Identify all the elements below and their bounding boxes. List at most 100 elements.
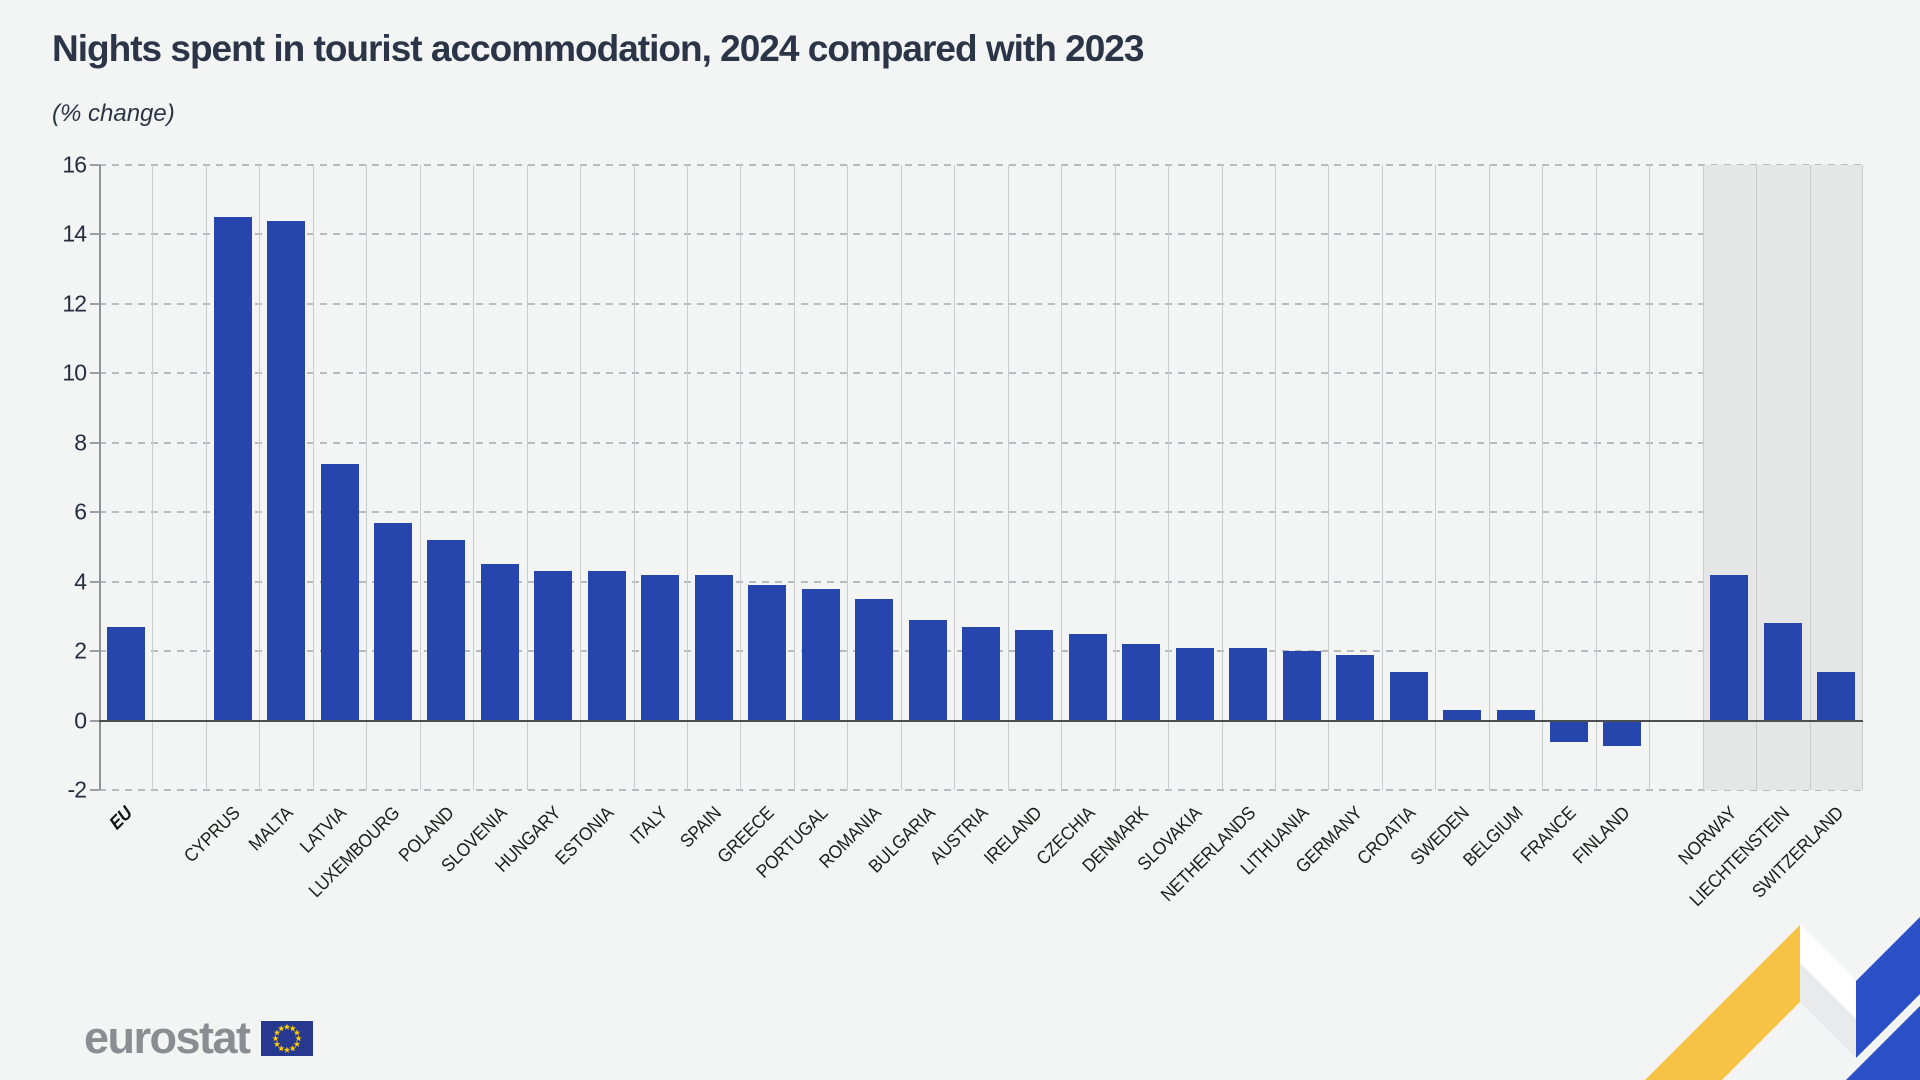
gridline-x <box>312 165 314 790</box>
eu-flag-star <box>277 1044 285 1051</box>
y-tick-label: 4 <box>74 568 87 595</box>
eu-flag-star <box>277 1024 285 1031</box>
x-label-malta: MALTA <box>244 802 297 855</box>
gridline-y-14 <box>99 233 1863 236</box>
gridline-y-12 <box>99 302 1863 305</box>
y-tick-label: 6 <box>74 498 87 525</box>
gridline-y-8 <box>99 441 1863 444</box>
y-tick-mark <box>90 441 99 444</box>
eurostat-logo-text: eurostat <box>84 1012 251 1063</box>
bar-netherlands <box>1229 647 1268 721</box>
gridline-x <box>259 165 261 790</box>
gridline-y-10 <box>99 372 1863 375</box>
gridline-x <box>900 165 902 790</box>
x-label-austria: AUSTRIA <box>925 802 992 869</box>
bar-sweden <box>1443 710 1482 721</box>
gridline-x <box>1114 165 1116 790</box>
y-tick-mark <box>90 580 99 583</box>
y-axis-line <box>99 165 101 790</box>
bar-eu <box>106 626 145 721</box>
gridline-y-6 <box>99 511 1863 514</box>
gridline-x <box>1862 165 1863 790</box>
bar-france <box>1550 721 1588 743</box>
gridline-x <box>1435 165 1437 790</box>
bar-spain <box>694 574 733 721</box>
eu-flag-star <box>293 1040 300 1047</box>
bar-austria <box>962 626 1000 721</box>
gridline-y--2 <box>99 789 1863 791</box>
eu-flag-star <box>289 1044 296 1051</box>
bar-slovakia <box>1175 647 1214 721</box>
bar-luxembourg <box>374 522 412 721</box>
bar-liechtenstein <box>1763 623 1802 721</box>
eu-flag-star <box>271 1034 279 1041</box>
x-label-eu: EU <box>105 802 137 834</box>
gridline-x <box>1168 165 1170 790</box>
eu-flag-star <box>283 1046 290 1053</box>
x-label-spain: SPAIN <box>675 802 725 852</box>
gridline-x <box>1007 165 1009 790</box>
bar-malta <box>267 220 306 721</box>
eu-flag-icon <box>260 1020 313 1056</box>
bar-cyprus <box>213 217 252 721</box>
bar-hungary <box>534 571 573 721</box>
bar-poland <box>427 540 466 721</box>
eu-flag-star <box>283 1023 290 1030</box>
y-tick-label: 2 <box>74 637 87 664</box>
x-label-france: FRANCE <box>1516 802 1580 866</box>
bar-switzerland <box>1817 671 1856 721</box>
y-tick-mark <box>90 511 99 514</box>
x-label-italy: ITALY <box>625 802 672 848</box>
eu-flag-star <box>294 1034 302 1041</box>
gridline-x <box>580 165 582 790</box>
y-tick-mark <box>90 302 99 305</box>
gridline-x <box>1061 165 1063 790</box>
gridline-x <box>366 165 368 790</box>
y-tick-mark <box>90 233 99 236</box>
eu-flag-star <box>273 1028 280 1035</box>
gridline-x <box>526 165 528 790</box>
gridline-x <box>1756 165 1758 790</box>
bar-czechia <box>1068 633 1107 721</box>
bar-finland <box>1603 721 1642 746</box>
y-tick-mark <box>90 372 99 375</box>
x-label-cyprus: CYPRUS <box>179 802 244 867</box>
gridline-x <box>740 165 742 790</box>
gridline-x <box>473 165 475 790</box>
bar-latvia <box>320 463 359 721</box>
gridline-x <box>1328 165 1330 790</box>
bar-lithuania <box>1282 651 1321 721</box>
y-tick-label: 0 <box>74 707 87 734</box>
decorative-ribbon-graphic <box>1645 917 1920 1080</box>
gridline-x <box>793 165 795 790</box>
gridline-x <box>686 165 688 790</box>
bar-denmark <box>1122 644 1161 721</box>
bar-ireland <box>1015 630 1054 721</box>
gridline-x <box>1221 165 1223 790</box>
bar-germany <box>1336 654 1375 721</box>
gridline-x <box>1595 165 1597 790</box>
gridline-x <box>633 165 635 790</box>
bar-chart-plot-area <box>90 164 1863 791</box>
gridline-x <box>1381 165 1383 790</box>
x-label-finland: FINLAND <box>1567 802 1634 868</box>
bar-romania <box>855 599 894 721</box>
zero-line <box>99 719 1863 722</box>
gridline-x <box>152 165 154 790</box>
bar-bulgaria <box>908 619 947 721</box>
y-tick-label: 12 <box>62 290 87 317</box>
gridline-x <box>1702 165 1704 790</box>
y-tick-mark <box>90 719 99 722</box>
eu-flag-star <box>293 1028 300 1035</box>
y-axis-labels: 16 14 12 10 8 6 4 2 0 -2 <box>0 152 87 803</box>
eurostat-logo: eurostat <box>84 1012 313 1064</box>
bar-belgium <box>1496 710 1535 721</box>
y-tick-label: 14 <box>62 220 87 247</box>
x-axis-labels: EU CYPRUS MALTA LATVIA LUXEMBOURG POLAND SLOVE… <box>99 792 1863 932</box>
gridline-x <box>954 165 956 790</box>
gridline-y-16 <box>99 164 1863 166</box>
gridline-x <box>205 165 207 790</box>
y-tick-label: 10 <box>62 359 87 386</box>
eu-flag-star <box>273 1040 280 1047</box>
